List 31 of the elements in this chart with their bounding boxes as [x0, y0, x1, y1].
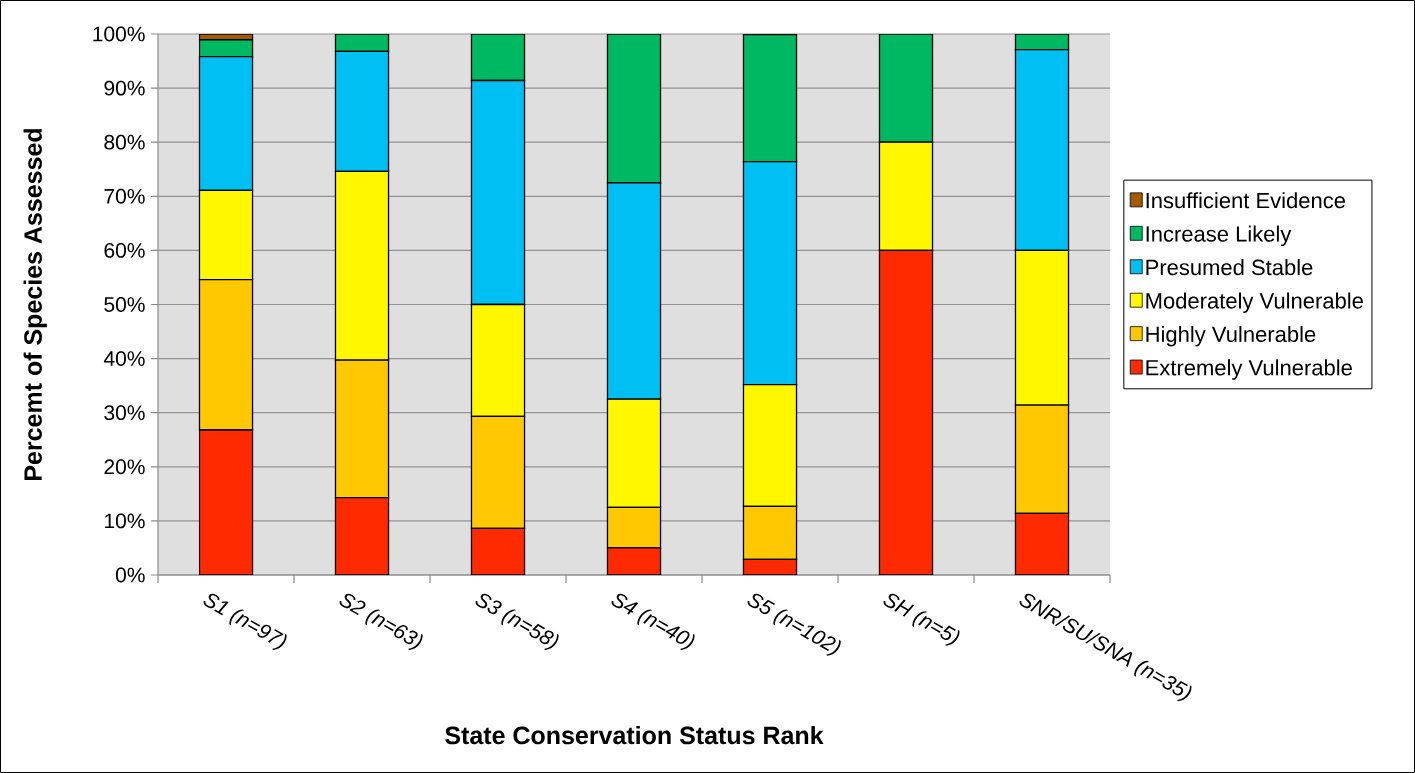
y-tick-label: 60% — [104, 242, 145, 258]
y-tick-label: 10% — [105, 513, 145, 529]
y-tick-label: 20% — [104, 459, 145, 475]
bar — [198, 429, 254, 575]
y-tick-label: 100% — [93, 26, 145, 42]
legend-label: Presumed Stable — [1146, 259, 1313, 276]
y-tick-label: 40% — [103, 351, 145, 367]
legend-label: Extremely Vulnerable — [1146, 359, 1352, 380]
y-tick-label: 0% — [115, 567, 145, 583]
bar — [334, 33, 390, 52]
legend-label: Insufficient Evidence — [1146, 192, 1345, 209]
bar — [878, 249, 934, 575]
y-tick-label: 30% — [104, 405, 145, 421]
legend-label: Moderately Vulnerable — [1146, 292, 1363, 313]
bar — [606, 33, 662, 184]
bar — [470, 33, 526, 82]
bar — [334, 496, 390, 575]
legend-label: Increase Likely — [1146, 225, 1292, 247]
legend-label: Highly Vulnerable — [1146, 325, 1316, 347]
y-axis-title: Percemt of Species Assessed — [23, 129, 47, 480]
bar — [606, 547, 662, 575]
y-tick-label: 70% — [104, 188, 145, 204]
x-axis-title: State Conservation Status Rank — [445, 725, 824, 745]
bar — [878, 33, 934, 143]
bar — [1014, 512, 1070, 575]
y-tick-label: 50% — [104, 297, 145, 312]
y-tick-label: 90% — [104, 80, 145, 96]
y-tick-label: 80% — [104, 134, 145, 150]
bar — [470, 527, 526, 575]
bar — [742, 33, 798, 163]
x-tick-label: SH (n=5) — [883, 593, 960, 646]
